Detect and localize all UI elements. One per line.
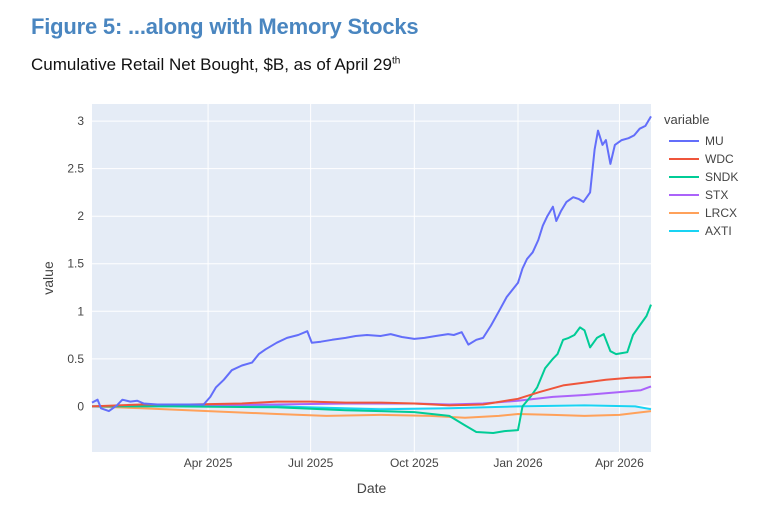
series-line-mu: [91, 115, 652, 413]
y-axis-title: value: [40, 261, 56, 295]
subtitle-text: Cumulative Retail Net Bought, $B, as of …: [31, 55, 392, 74]
y-tick-label: 1: [77, 304, 84, 318]
legend-label-sndk: SNDK: [705, 170, 738, 184]
x-tick-label: Jul 2025: [288, 456, 334, 470]
legend-label-lrcx: LRCX: [705, 206, 737, 220]
y-tick-label: 3: [77, 114, 84, 128]
series-line-sndk: [92, 304, 652, 434]
legend-title: variable: [664, 112, 710, 127]
y-tick-label: 0: [77, 399, 84, 413]
figure-subtitle: Cumulative Retail Net Bought, $B, as of …: [31, 55, 400, 75]
series-line-wdc: [91, 375, 652, 408]
series-line-lrcx: [91, 405, 652, 419]
y-tick-label: 0.5: [67, 352, 84, 366]
x-axis-title: Date: [357, 480, 387, 496]
y-tick-label: 2: [77, 209, 84, 223]
x-tick-label: Jan 2026: [493, 456, 543, 470]
x-tick-label: Apr 2025: [184, 456, 233, 470]
y-tick-label: 2.5: [67, 162, 84, 176]
legend-label-wdc: WDC: [705, 152, 734, 166]
y-tick-label: 1.5: [67, 257, 84, 271]
legend-label-axti: AXTI: [705, 224, 732, 238]
legend-label-stx: STX: [705, 188, 728, 202]
x-tick-label: Oct 2025: [390, 456, 439, 470]
subtitle-superscript: th: [391, 55, 401, 67]
figure-title: Figure 5: ...along with Memory Stocks: [31, 14, 419, 39]
x-tick-label: Apr 2026: [595, 456, 644, 470]
plot-background: [92, 104, 651, 452]
legend-label-mu: MU: [705, 134, 724, 148]
